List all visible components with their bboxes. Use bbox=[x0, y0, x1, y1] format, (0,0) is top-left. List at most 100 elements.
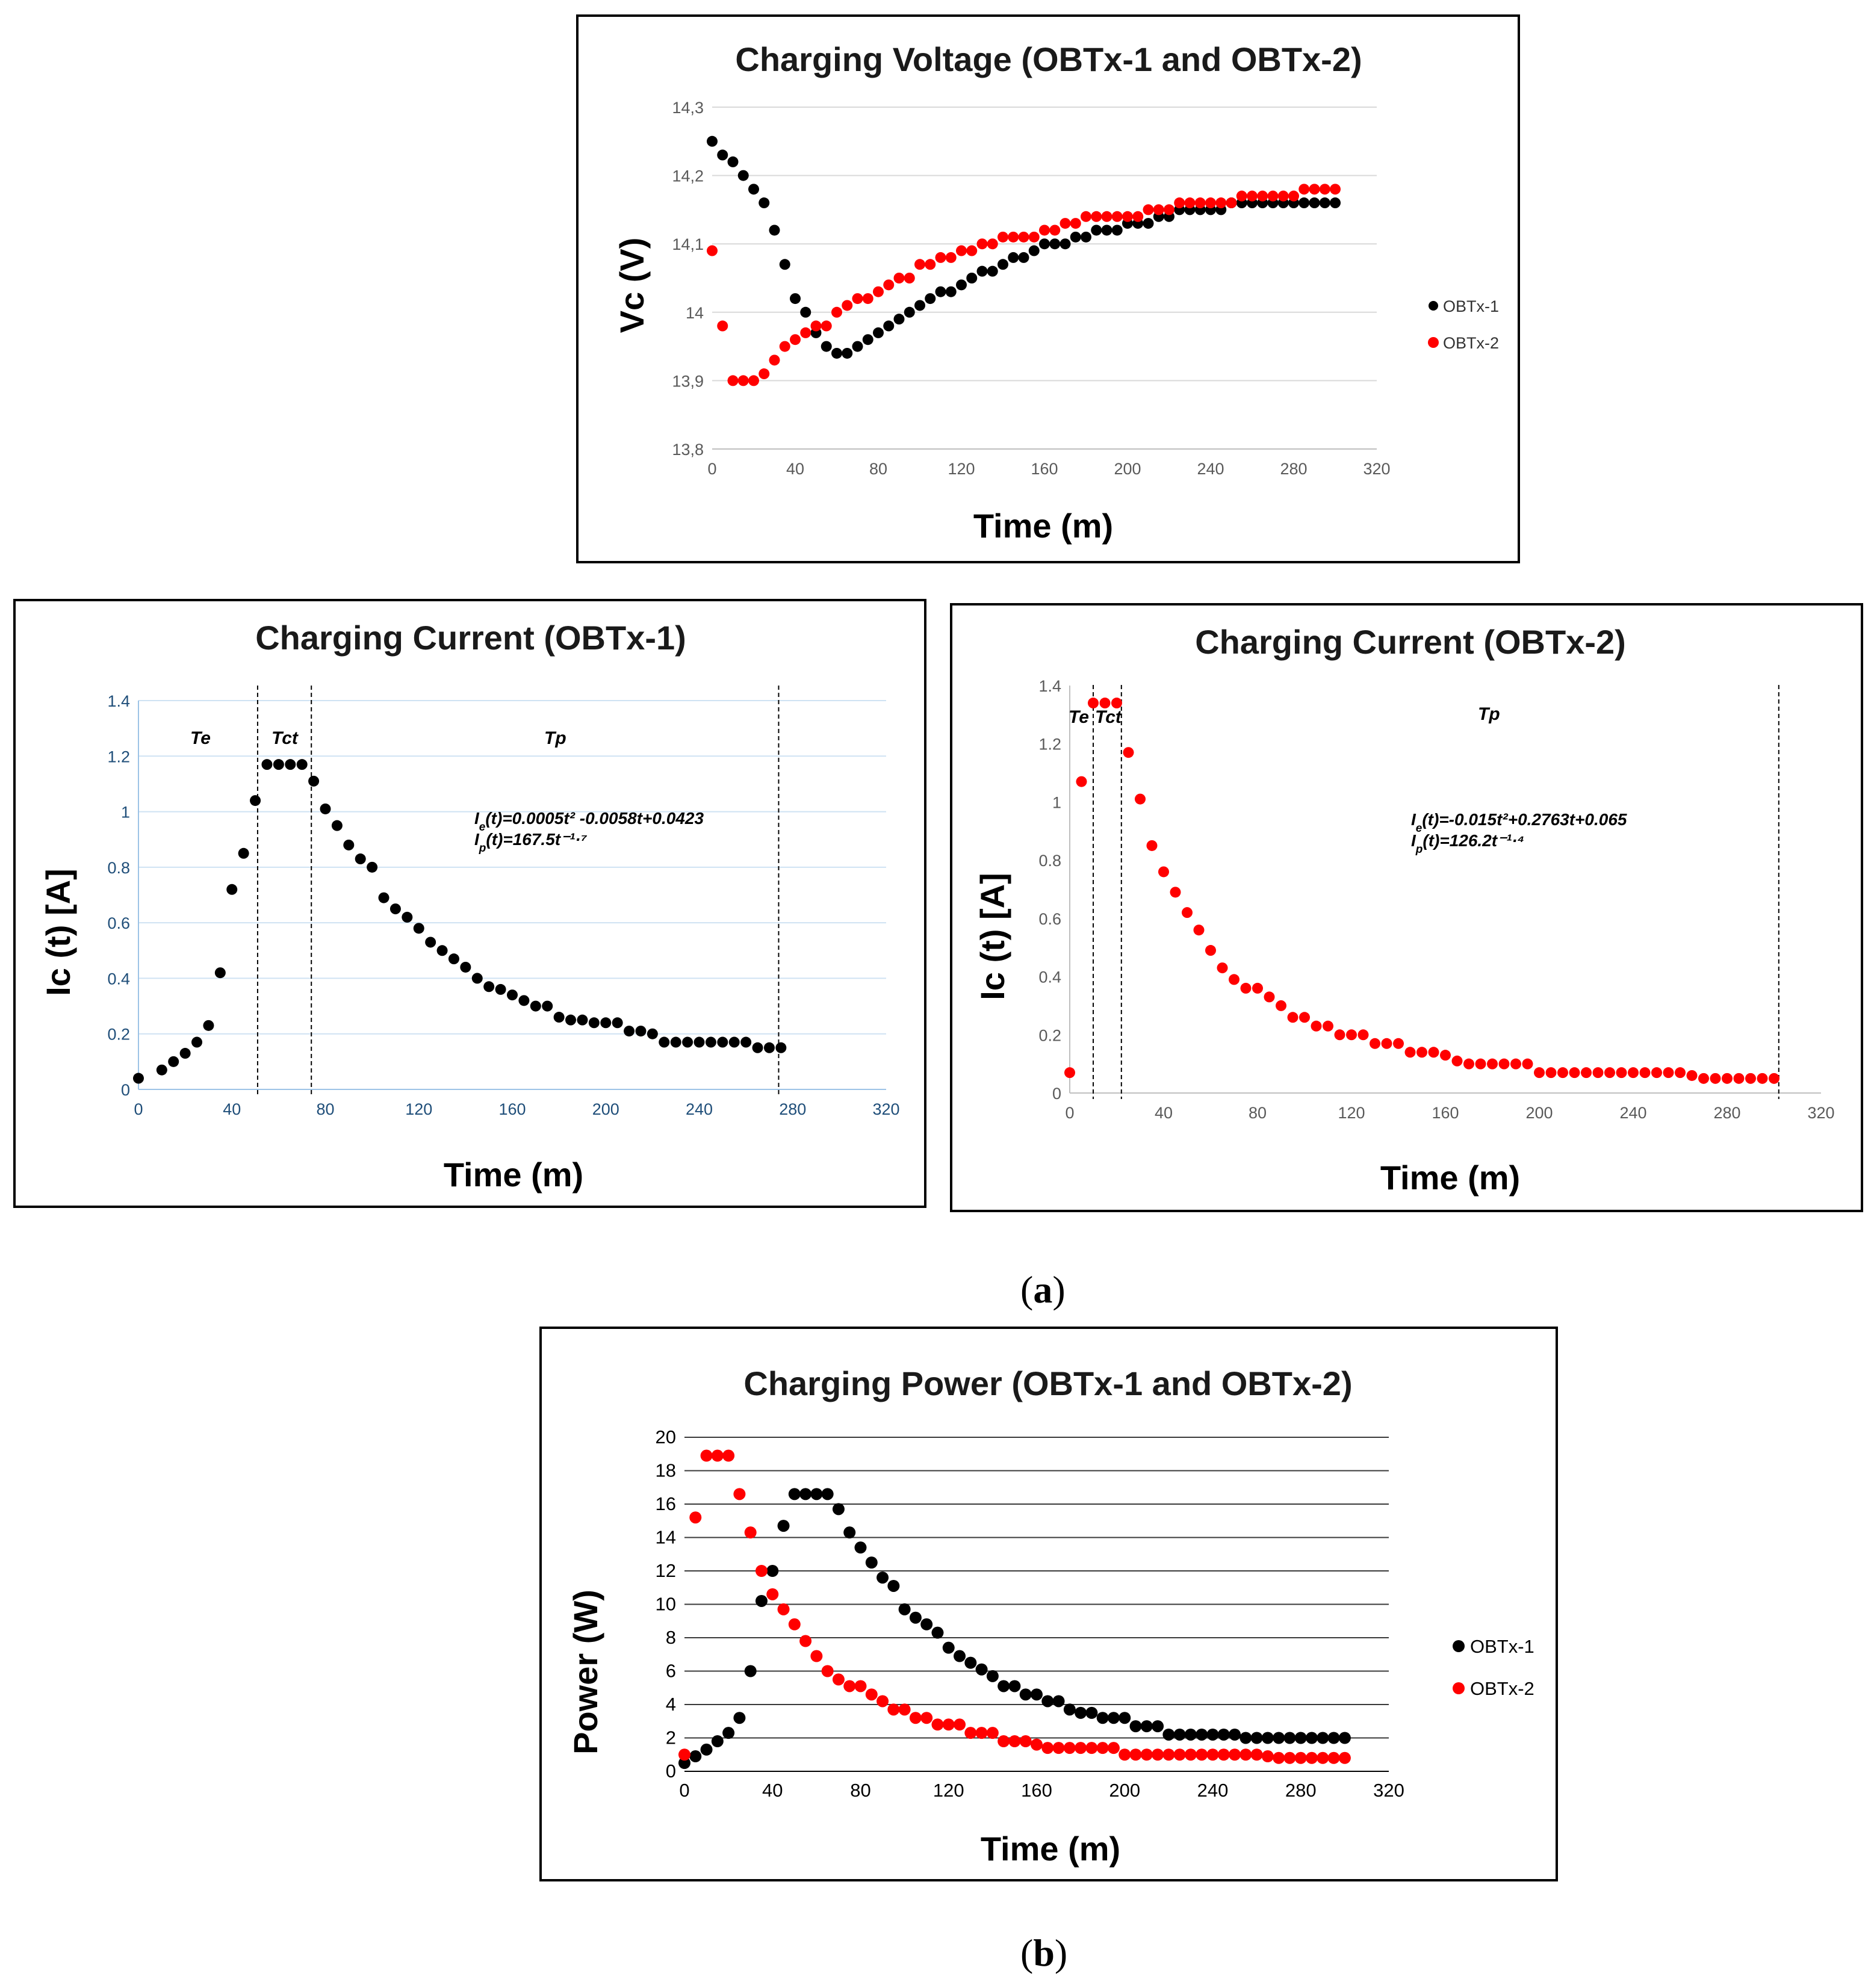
current2-point-obtx2 bbox=[1334, 1029, 1345, 1041]
power-point-obtx1 bbox=[755, 1594, 768, 1607]
voltage-y-tick-label: 13,8 bbox=[672, 441, 704, 459]
current1-point-obtx1 bbox=[436, 945, 448, 956]
power-point-obtx1 bbox=[788, 1488, 801, 1500]
voltage-y-axis-label: Vc (V) bbox=[613, 238, 651, 333]
power-y-tick-label: 18 bbox=[656, 1460, 676, 1481]
voltage-point-obtx2 bbox=[852, 293, 863, 305]
voltage-point-obtx1 bbox=[1081, 231, 1091, 243]
current2-x-tick-label: 320 bbox=[1807, 1104, 1834, 1122]
caption-b: (b) bbox=[1020, 1931, 1068, 1974]
power-point-obtx2 bbox=[986, 1727, 999, 1739]
voltage-point-obtx2 bbox=[966, 245, 978, 256]
current2-x-tick-label: 40 bbox=[1155, 1104, 1173, 1122]
current2-point-obtx2 bbox=[1545, 1067, 1557, 1079]
power-x-axis-label: Time (m) bbox=[981, 1830, 1120, 1868]
power-point-obtx1 bbox=[998, 1680, 1010, 1692]
voltage-point-obtx2 bbox=[1081, 211, 1091, 222]
power-point-obtx1 bbox=[876, 1572, 889, 1584]
current1-point-obtx1 bbox=[250, 795, 261, 807]
power-point-obtx1 bbox=[1041, 1695, 1054, 1708]
voltage-point-obtx2 bbox=[1049, 225, 1061, 236]
current2-x-tick-label: 80 bbox=[1249, 1104, 1267, 1122]
power-point-obtx1 bbox=[843, 1526, 856, 1539]
voltage-point-obtx2 bbox=[727, 375, 739, 386]
current2-y-tick-label: 0.6 bbox=[1038, 910, 1061, 928]
current2-point-obtx2 bbox=[1463, 1058, 1474, 1070]
current2-x-tick-label: 280 bbox=[1713, 1104, 1740, 1122]
power-point-obtx1 bbox=[1107, 1712, 1120, 1724]
current2-point-obtx2 bbox=[1287, 1012, 1298, 1023]
power-point-obtx1 bbox=[1096, 1712, 1109, 1724]
current1-point-obtx1 bbox=[612, 1017, 623, 1029]
current1-point-obtx1 bbox=[600, 1017, 612, 1029]
voltage-point-obtx2 bbox=[1205, 197, 1216, 209]
current2-point-obtx2 bbox=[1205, 945, 1216, 956]
power-point-obtx1 bbox=[865, 1556, 878, 1569]
voltage-point-obtx2 bbox=[1018, 231, 1029, 243]
current-obtx2-chart-title: Charging Current (OBTx-2) bbox=[1195, 623, 1626, 661]
power-point-obtx2 bbox=[964, 1727, 977, 1739]
power-x-tick-label: 320 bbox=[1373, 1780, 1404, 1801]
power-point-obtx2 bbox=[1184, 1748, 1197, 1761]
power-point-obtx2 bbox=[942, 1718, 955, 1731]
current1-point-obtx1 bbox=[728, 1036, 740, 1048]
current2-phase-tp: Tp bbox=[1478, 704, 1500, 724]
voltage-point-obtx2 bbox=[842, 300, 853, 311]
voltage-point-obtx2 bbox=[1039, 225, 1050, 236]
voltage-point-obtx2 bbox=[769, 355, 780, 366]
voltage-point-obtx1 bbox=[956, 279, 967, 291]
power-point-obtx1 bbox=[799, 1488, 812, 1500]
voltage-chart-title: Charging Voltage (OBTx-1 and OBTx-2) bbox=[735, 40, 1362, 78]
current1-point-obtx1 bbox=[214, 967, 226, 979]
voltage-point-obtx1 bbox=[790, 293, 801, 305]
power-x-tick-label: 0 bbox=[679, 1780, 689, 1801]
current1-point-obtx1 bbox=[133, 1073, 144, 1084]
voltage-point-obtx2 bbox=[1070, 218, 1081, 229]
current2-point-obtx2 bbox=[1628, 1067, 1639, 1079]
caption-a: (a) bbox=[1020, 1268, 1066, 1311]
current2-point-obtx2 bbox=[1381, 1038, 1392, 1049]
power-point-obtx2 bbox=[1107, 1742, 1120, 1754]
voltage-point-obtx1 bbox=[1319, 197, 1330, 209]
power-point-obtx2 bbox=[1063, 1742, 1076, 1754]
current2-point-obtx2 bbox=[1534, 1067, 1545, 1079]
current1-y-axis-label: Ic (t) [A] bbox=[39, 869, 77, 996]
current-obtx2-chart: Charging Current (OBTx-2) 0 0.2 0.4 0.6 0.8 1… bbox=[973, 623, 1835, 1197]
current2-point-obtx2 bbox=[1229, 974, 1240, 985]
current2-point-obtx2 bbox=[1757, 1073, 1768, 1084]
voltage-point-obtx2 bbox=[873, 286, 884, 297]
power-point-obtx2 bbox=[975, 1727, 988, 1739]
power-point-obtx1 bbox=[975, 1663, 988, 1676]
current2-point-obtx2 bbox=[1710, 1073, 1721, 1084]
power-y-tick-label: 4 bbox=[666, 1694, 676, 1715]
current2-point-obtx2 bbox=[1123, 747, 1134, 758]
current1-point-obtx1 bbox=[367, 861, 378, 873]
power-point-obtx1 bbox=[1306, 1732, 1318, 1744]
power-x-tick-label: 80 bbox=[850, 1780, 870, 1801]
voltage-point-obtx1 bbox=[852, 341, 863, 352]
voltage-point-obtx2 bbox=[904, 273, 915, 283]
current2-point-obtx2 bbox=[1323, 1020, 1333, 1032]
current2-point-obtx2 bbox=[1686, 1070, 1698, 1081]
voltage-legend-label-obtx2: OBTx-2 bbox=[1443, 334, 1499, 352]
voltage-point-obtx1 bbox=[1060, 238, 1071, 250]
current2-point-obtx2 bbox=[1276, 1000, 1286, 1011]
power-point-obtx2 bbox=[711, 1449, 724, 1462]
current2-point-obtx2 bbox=[1745, 1073, 1756, 1084]
voltage-point-obtx1 bbox=[1298, 197, 1310, 209]
current2-point-obtx2 bbox=[1569, 1067, 1580, 1079]
voltage-point-obtx1 bbox=[1091, 225, 1102, 236]
voltage-point-obtx1 bbox=[987, 265, 998, 277]
current2-point-obtx2 bbox=[1370, 1038, 1380, 1049]
current2-y-tick-label: 1.4 bbox=[1038, 677, 1061, 695]
power-point-obtx2 bbox=[1306, 1751, 1318, 1764]
power-x-tick-label: 240 bbox=[1197, 1780, 1229, 1801]
voltage-point-obtx2 bbox=[1132, 211, 1144, 222]
voltage-point-obtx1 bbox=[779, 259, 790, 270]
voltage-point-obtx2 bbox=[1236, 190, 1247, 202]
voltage-x-tick-label: 320 bbox=[1363, 460, 1390, 478]
power-point-obtx2 bbox=[1173, 1748, 1186, 1761]
current1-point-obtx1 bbox=[191, 1036, 203, 1048]
current1-phase-tp: Tp bbox=[544, 728, 566, 748]
power-point-obtx2 bbox=[1250, 1748, 1263, 1761]
